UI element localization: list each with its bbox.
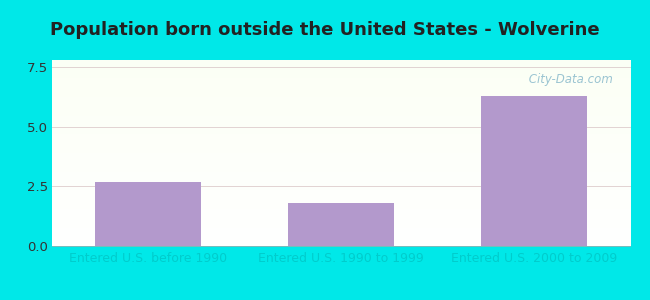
Bar xyxy=(288,203,395,246)
Bar xyxy=(96,182,202,246)
Text: Population born outside the United States - Wolverine: Population born outside the United State… xyxy=(50,21,600,39)
Text: City-Data.com: City-Data.com xyxy=(525,73,613,86)
Bar xyxy=(481,96,587,246)
